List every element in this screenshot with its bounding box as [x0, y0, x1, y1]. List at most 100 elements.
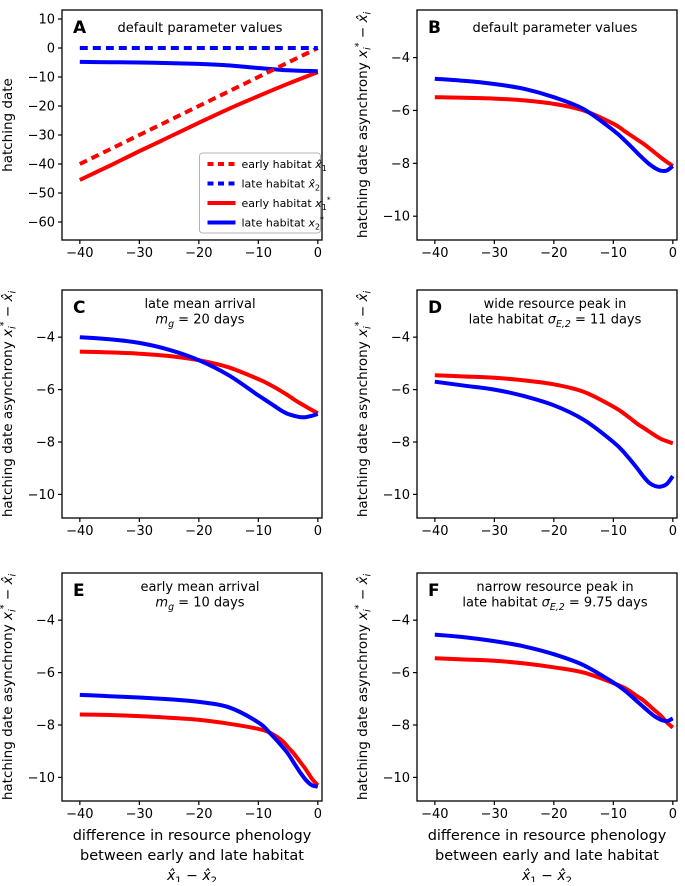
- y-tick-label: 10: [38, 12, 55, 27]
- x-tick-label: 0: [669, 807, 677, 822]
- x-tick-label: −30: [126, 524, 153, 539]
- x-tick-label: −40: [66, 524, 93, 539]
- subplot-b: −40 −30 −20 −10 0 −4 −6 −8 −10 B default parameter…: [354, 9, 678, 261]
- subplot-title: default parameter values: [118, 21, 283, 36]
- x-axis-label-line1: difference in resource phenology: [428, 828, 667, 844]
- panel-label-e: E: [73, 581, 85, 601]
- legend-label-early-habitat-x1star: early habitat x1*: [242, 196, 331, 212]
- y-tick-label: −4: [391, 51, 410, 66]
- x-tick-label: −40: [66, 246, 93, 261]
- x-tick-label: −30: [126, 807, 153, 822]
- subplot-c: −40 −30 −20 −10 0 −4 −6 −8 −10 C late mean arrival…: [0, 289, 323, 539]
- y-tick-label: −60: [28, 216, 55, 231]
- x-tick-label: −10: [600, 246, 627, 261]
- x-tick-label: −20: [540, 246, 567, 261]
- series-early-habitat-asynchrony: [434, 656, 675, 730]
- subplot-title-line1: narrow resource peak in: [476, 580, 633, 595]
- y-tick-label: −8: [391, 719, 410, 734]
- y-tick-label: −8: [36, 719, 55, 734]
- x-tick-label: −40: [421, 246, 448, 261]
- subplot-e: −40 −30 −20 −10 0 −4 −6 −8 −10 E early mean arriva…: [0, 572, 323, 886]
- series-early-habitat-asynchrony: [79, 349, 319, 415]
- subplot-title-line1: wide resource peak in: [484, 297, 627, 312]
- subplot-a: −40 −30 −20 −10 0 10 0 −10 −20 −30 −40 −50 −60 A defau…: [0, 9, 331, 261]
- panel-label-d: D: [428, 298, 442, 318]
- x-tick-label: 0: [314, 524, 322, 539]
- x-tick-label: 0: [314, 246, 322, 261]
- y-axis-label: hatching date asynchrony xi* − x̂i: [0, 291, 19, 518]
- y-tick-label: −30: [28, 129, 55, 144]
- y-tick-label: −10: [28, 488, 55, 503]
- x-axis-label-line3: x̂1 − x̂2: [166, 868, 217, 882]
- y-tick-label: 0: [47, 41, 55, 56]
- y-tick-label: −6: [391, 383, 410, 398]
- subplot-f: −40 −30 −20 −10 0 −4 −6 −8 −10 F narrow resource p…: [354, 572, 678, 886]
- series-late-habitat-asynchrony: [434, 632, 674, 724]
- y-tick-label: −6: [36, 383, 55, 398]
- legend-label-late-habitat-x2star: late habitat x2*: [242, 215, 325, 231]
- x-tick-label: 0: [669, 246, 677, 261]
- y-tick-label: −40: [28, 158, 55, 173]
- subplot-title-line2: mg = 20 days: [155, 313, 244, 330]
- x-tick-label: −40: [66, 807, 93, 822]
- x-axis-label-line3: x̂1 − x̂2: [521, 868, 572, 882]
- y-tick-label: −20: [28, 100, 55, 115]
- x-tick-label: −20: [185, 524, 212, 539]
- x-tick-label: −40: [421, 807, 448, 822]
- x-tick-label: −30: [126, 246, 153, 261]
- y-axis-label: hatching date: [0, 78, 16, 172]
- legend-label-early-habitat-xhat1: early habitat x̂1: [242, 158, 327, 173]
- subplot-title-line1: early mean arrival: [140, 580, 259, 595]
- x-tick-label: −20: [185, 246, 212, 261]
- series-late-habitat-asynchrony: [434, 76, 675, 174]
- series-early-habitat-asynchrony: [434, 373, 674, 446]
- x-axis-label-line2: between early and late habitat: [435, 848, 659, 864]
- y-tick-label: −6: [36, 666, 55, 681]
- x-tick-label: −30: [481, 807, 508, 822]
- x-axis-label-line1: difference in resource phenology: [73, 828, 312, 844]
- subplot-title-line2: late habitat σE,2 = 9.75 days: [462, 596, 647, 613]
- panel-label-c: C: [73, 298, 85, 318]
- axes-frame: [416, 289, 678, 519]
- y-tick-label: −50: [28, 187, 55, 202]
- y-tick-label: −10: [383, 488, 410, 503]
- x-axis-label-line2: between early and late habitat: [80, 848, 304, 864]
- y-tick-label: −8: [391, 157, 410, 172]
- y-tick-label: −4: [391, 331, 410, 346]
- y-tick-label: −4: [36, 614, 55, 629]
- axes-frame: [61, 9, 323, 241]
- legend-box: [199, 152, 321, 234]
- x-tick-label: 0: [669, 524, 677, 539]
- y-tick-label: −10: [383, 771, 410, 786]
- x-tick-label: −10: [245, 246, 272, 261]
- y-tick-label: −10: [383, 210, 410, 225]
- legend: early habitat x̂1 late habitat x̂2 early h…: [199, 152, 331, 234]
- panel-label-f: F: [428, 581, 440, 601]
- y-tick-label: −10: [28, 70, 55, 85]
- subplot-title-line1: late mean arrival: [144, 297, 255, 312]
- x-tick-label: −40: [421, 524, 448, 539]
- y-axis-label: hatching date asynchrony xi* − x̂i: [0, 574, 19, 801]
- y-tick-label: −8: [36, 436, 55, 451]
- panel-label-b: B: [428, 18, 441, 38]
- axes-frame: [416, 572, 678, 802]
- y-tick-label: −6: [391, 666, 410, 681]
- series-late-habitat-asynchrony: [79, 335, 319, 420]
- axes-frame: [61, 572, 323, 802]
- series-early-habitat-asynchrony: [434, 95, 674, 168]
- x-tick-label: −10: [600, 524, 627, 539]
- series-early-habitat-x1star: [78, 70, 319, 182]
- x-tick-label: −10: [245, 524, 272, 539]
- x-tick-label: −20: [540, 524, 567, 539]
- subplot-title-line2: late habitat σE,2 = 11 days: [469, 313, 642, 330]
- subplot-d: −40 −30 −20 −10 0 −4 −6 −8 −10 D wide resource pea…: [354, 289, 678, 539]
- y-tick-label: −8: [391, 436, 410, 451]
- y-axis-label: hatching date asynchrony xi* − x̂i: [354, 291, 374, 518]
- series-late-habitat-asynchrony: [79, 692, 319, 789]
- series-late-habitat-asynchrony: [434, 379, 675, 489]
- subplot-title: default parameter values: [473, 21, 638, 36]
- legend-label-late-habitat-xhat2: late habitat x̂2: [242, 178, 321, 193]
